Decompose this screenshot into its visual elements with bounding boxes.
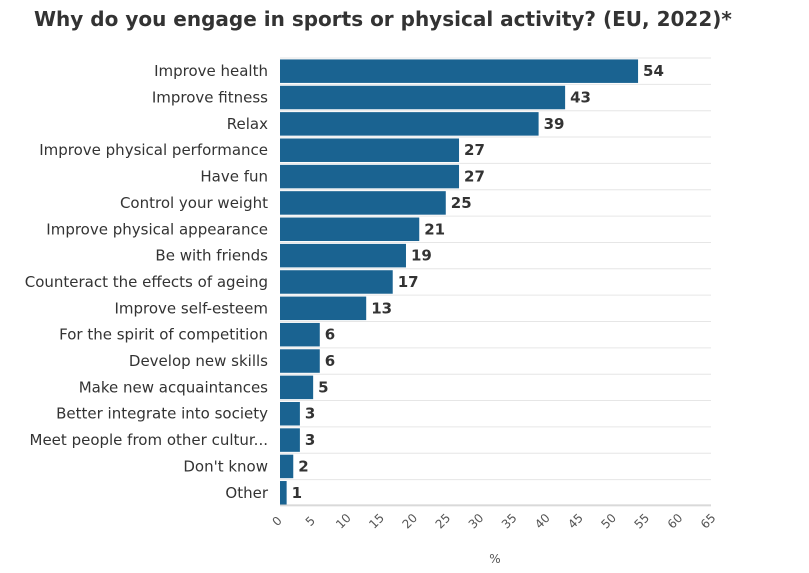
bar <box>280 112 539 136</box>
x-tick-label: 50 <box>598 511 619 532</box>
gridlines <box>280 57 711 507</box>
value-label: 6 <box>325 352 335 370</box>
x-tick-label: 25 <box>433 511 454 532</box>
bar <box>280 164 460 189</box>
category-label: Make new acquaintances <box>79 378 268 396</box>
x-tick-label: 30 <box>466 511 487 532</box>
bar <box>280 85 566 110</box>
value-label: 19 <box>411 247 432 265</box>
bar <box>280 59 639 83</box>
category-label: Be with friends <box>155 247 268 265</box>
bar <box>280 270 393 294</box>
category-label: Counteract the effects of ageing <box>25 273 268 291</box>
x-axis-title: % <box>489 552 500 566</box>
value-label: 27 <box>464 141 485 159</box>
x-tick-label: 5 <box>303 514 318 529</box>
bars <box>280 59 639 505</box>
x-tick-label: 55 <box>632 511 653 532</box>
x-tick-label: 65 <box>698 511 719 532</box>
bar <box>280 243 406 268</box>
bar <box>280 349 320 373</box>
category-label: Improve health <box>154 62 268 80</box>
category-label: Better integrate into society <box>56 405 268 423</box>
value-label: 43 <box>570 89 591 107</box>
bar <box>280 375 314 400</box>
value-label: 1 <box>292 484 302 502</box>
value-label: 54 <box>643 62 664 80</box>
value-label: 6 <box>325 326 335 344</box>
category-label: Meet people from other cultur... <box>30 431 268 449</box>
bar <box>280 296 367 321</box>
value-label: 27 <box>464 168 485 186</box>
category-label: For the spirit of competition <box>59 326 268 344</box>
value-label: 39 <box>544 115 565 133</box>
category-label: Improve physical performance <box>39 141 268 159</box>
bar <box>280 401 300 426</box>
category-label: Control your weight <box>120 194 268 212</box>
value-label: 3 <box>305 405 315 423</box>
x-tick-label: 10 <box>333 511 354 532</box>
category-label: Have fun <box>200 168 268 186</box>
category-label: Relax <box>227 115 268 133</box>
x-tick-label: 20 <box>399 511 420 532</box>
bar <box>280 322 320 347</box>
x-axis-ticks: 0 5 10 15 20 25 30 35 40 45 50 55 60 65 <box>270 504 719 532</box>
value-label: 5 <box>318 378 328 396</box>
value-label: 3 <box>305 431 315 449</box>
x-tick-label: 35 <box>499 511 520 532</box>
x-tick-label: 40 <box>532 511 553 532</box>
value-label: 13 <box>371 299 392 317</box>
x-tick-label: 60 <box>665 511 686 532</box>
bar <box>280 454 294 479</box>
bar <box>280 428 300 452</box>
category-label: Improve self-esteem <box>114 299 268 317</box>
x-tick-label: 0 <box>270 514 285 529</box>
category-label: Improve fitness <box>152 89 268 107</box>
value-label: 25 <box>451 194 472 212</box>
chart-title: Why do you engage in sports or physical … <box>34 7 732 31</box>
bar <box>280 217 420 242</box>
value-label: 21 <box>424 220 445 238</box>
bar <box>280 481 287 505</box>
category-label: Improve physical appearance <box>46 220 268 238</box>
bar <box>280 138 460 162</box>
category-labels: Improve health Improve fitness Relax Improv… <box>25 62 269 502</box>
x-tick-label: 45 <box>565 511 586 532</box>
bar <box>280 191 446 215</box>
category-label: Other <box>225 484 268 502</box>
category-label: Develop new skills <box>129 352 268 370</box>
category-label: Don't know <box>183 457 268 475</box>
x-tick-label: 15 <box>366 511 387 532</box>
value-label: 17 <box>398 273 419 291</box>
value-label: 2 <box>298 457 308 475</box>
